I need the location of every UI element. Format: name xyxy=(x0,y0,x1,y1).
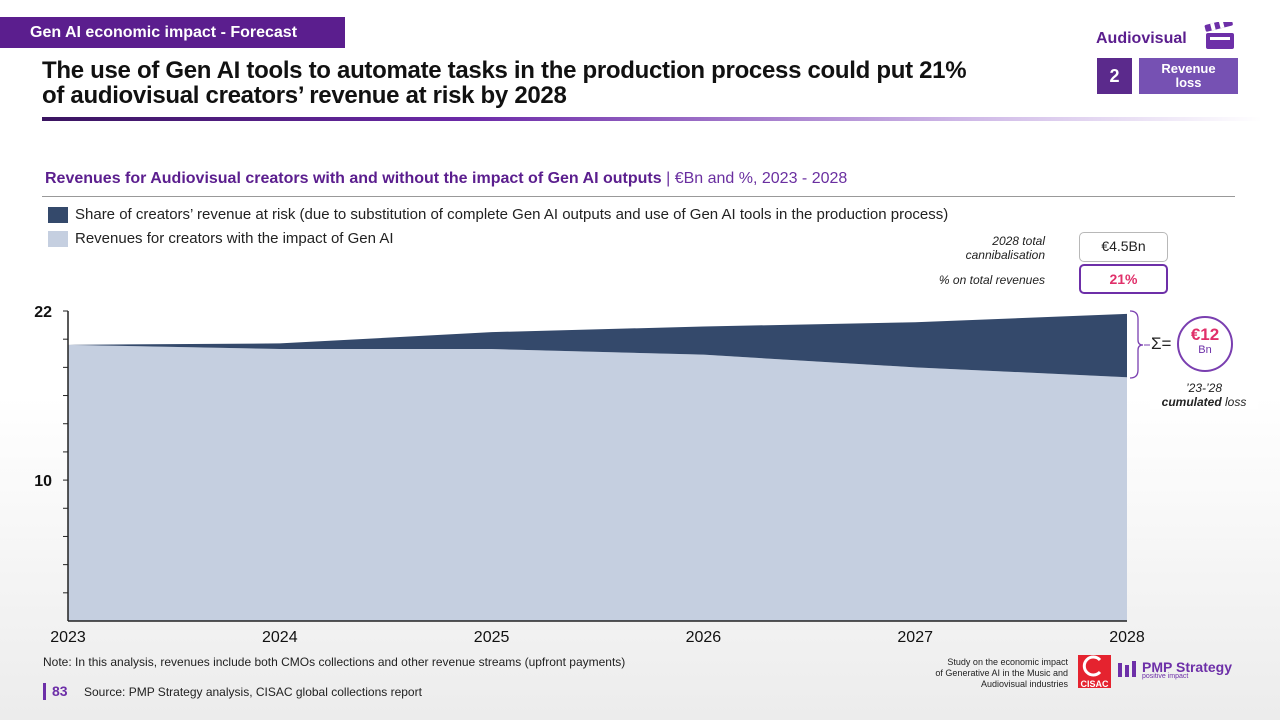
footnote: Note: In this analysis, revenues include… xyxy=(43,655,626,669)
legend-item-revenue-at-risk: Share of creators’ revenue at risk (due … xyxy=(48,206,948,223)
pmp-logo: PMP Strategy positive impact xyxy=(1118,659,1232,682)
cumulative-loss-badge: €12 Bn xyxy=(1177,316,1233,372)
clapperboard-icon xyxy=(1204,22,1234,49)
x-tick-label: 2023 xyxy=(50,629,86,646)
page-title-line-1: The use of Gen AI tools to automate task… xyxy=(42,57,967,84)
cannibalisation-label: 2028 total cannibalisation xyxy=(890,234,1045,262)
sigma-symbol: Σ= xyxy=(1151,334,1172,353)
x-tick-label: 2028 xyxy=(1109,629,1145,646)
cisac-wordmark: CISAC xyxy=(1080,679,1109,689)
cumulative-loss-unit: Bn xyxy=(1198,344,1212,356)
cisac-mark-icon xyxy=(1082,655,1102,677)
study-line-3: Audiovisual industries xyxy=(980,679,1068,689)
loss-bracket xyxy=(1129,310,1144,379)
x-tick-label: 2025 xyxy=(474,629,510,646)
page-title-line-2: of audiovisual creators’ revenue at risk… xyxy=(42,82,567,109)
chart-title: Revenues for Audiovisual creators with a… xyxy=(45,170,847,188)
legend-item-revenue-with-impact: Revenues for creators with the impact of… xyxy=(48,230,394,247)
area-revenue-at-risk xyxy=(68,313,1127,378)
x-tick-label: 2027 xyxy=(897,629,933,646)
pmp-mark-icon xyxy=(1118,661,1136,677)
section-tag: Gen AI economic impact - Forecast xyxy=(0,17,345,48)
cumulative-loss-note: ’23-’28 cumulated loss xyxy=(1150,381,1258,409)
page-title: The use of Gen AI tools to automate task… xyxy=(42,58,1072,108)
y-tick-label: 10 xyxy=(34,473,52,490)
legend-swatch-light xyxy=(48,230,68,247)
step-number: 2 xyxy=(1097,58,1132,94)
study-line-1: Study on the economic impact xyxy=(947,657,1068,667)
cumulative-note-bold: cumulated xyxy=(1161,395,1222,409)
legend-label-revenue-with-impact: Revenues for creators with the impact of… xyxy=(75,230,394,247)
study-caption: Study on the economic impact of Generati… xyxy=(880,657,1068,690)
cumulative-note-years: ’23-’28 xyxy=(1185,381,1223,395)
legend-label-revenue-at-risk: Share of creators’ revenue at risk (due … xyxy=(75,206,949,223)
legend-swatch-dark xyxy=(48,206,68,223)
study-line-2: of Generative AI in the Music and xyxy=(935,668,1068,678)
area-revenue-with-impact xyxy=(68,344,1127,621)
x-tick-label: 2026 xyxy=(686,629,722,646)
page-number: 83 xyxy=(52,683,68,699)
pmp-tagline: positive impact xyxy=(1142,673,1189,680)
y-tick-label: 22 xyxy=(34,304,52,321)
x-tick-label: 2024 xyxy=(262,629,298,646)
step-label-line-1: Revenue xyxy=(1161,61,1216,76)
cannibalisation-label-line-1: 2028 total xyxy=(992,234,1045,248)
chart-divider xyxy=(42,196,1235,197)
section-label: Audiovisual xyxy=(1096,30,1187,47)
cannibalisation-value: €4.5Bn xyxy=(1079,232,1168,262)
page-marker xyxy=(43,683,46,700)
pct-label: % on total revenues xyxy=(938,273,1045,287)
step-label-line-2: loss xyxy=(1175,75,1202,90)
cisac-logo: CISAC xyxy=(1078,655,1111,689)
chart-title-units: | €Bn and %, 2023 - 2028 xyxy=(661,170,848,187)
cumulative-loss-value: €12 xyxy=(1190,325,1220,344)
chart-title-main: Revenues for Audiovisual creators with a… xyxy=(45,170,662,187)
title-divider xyxy=(42,117,1262,121)
cannibalisation-label-line-2: cannibalisation xyxy=(965,248,1045,262)
cumulative-note-rest: loss xyxy=(1221,395,1247,409)
source-note: Source: PMP Strategy analysis, CISAC glo… xyxy=(84,685,422,699)
pmp-wordmark: PMP Strategy xyxy=(1142,659,1232,675)
step-label: Revenue loss xyxy=(1139,58,1238,94)
pct-value: 21% xyxy=(1079,264,1168,294)
